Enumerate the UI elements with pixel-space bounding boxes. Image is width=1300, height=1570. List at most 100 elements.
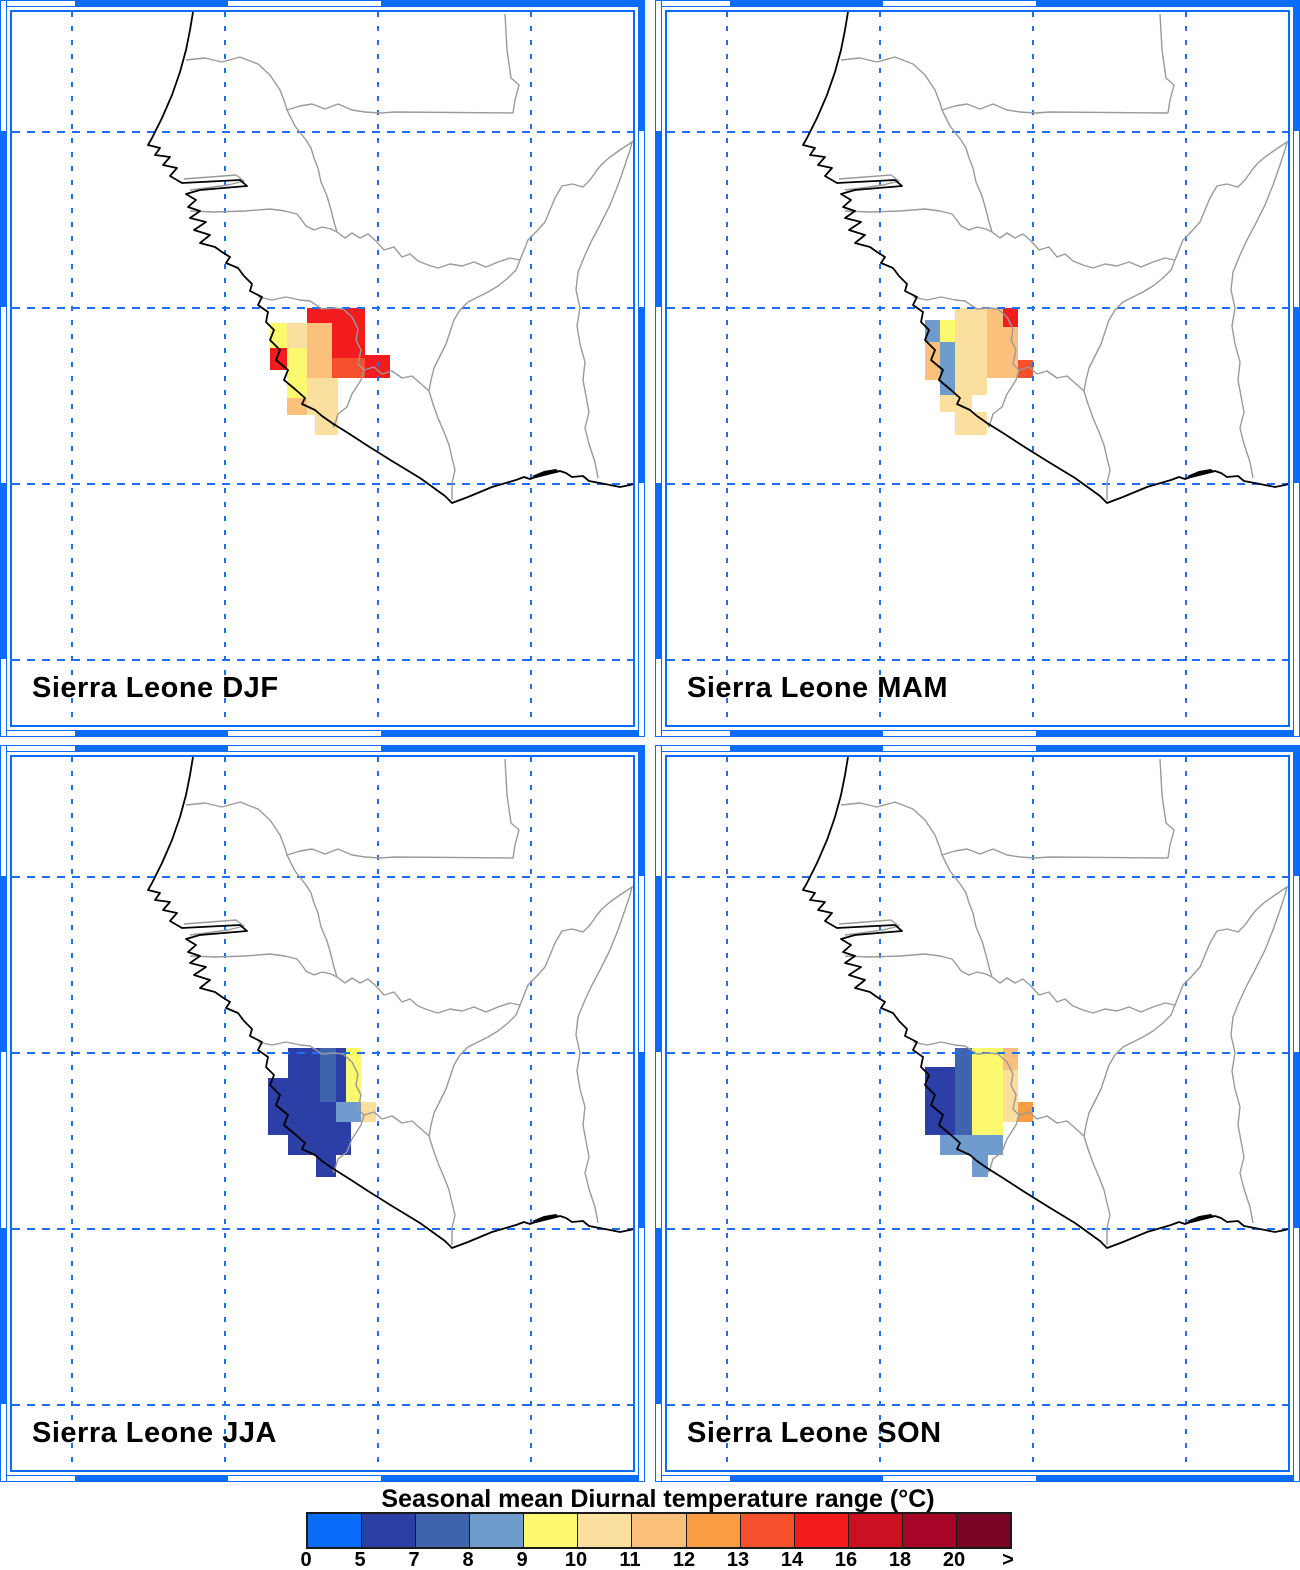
map-border-bottom — [0, 1475, 645, 1482]
country-border — [257, 1041, 365, 1173]
colorbar-tick-16: 16 — [834, 1549, 858, 1570]
map-border-left — [0, 0, 7, 737]
country-border — [838, 919, 900, 936]
country-border — [363, 1111, 456, 1245]
country-border — [941, 109, 993, 233]
map-border-right — [1293, 0, 1300, 737]
country-border — [1230, 886, 1288, 1224]
country-border — [1230, 141, 1288, 479]
colorbar-segment-12-13 — [686, 1514, 741, 1547]
country-border — [428, 140, 633, 392]
map-border-right — [638, 745, 645, 1482]
data-cell-jja-9-10 — [346, 1048, 361, 1102]
country-border — [844, 208, 1176, 269]
colorbar-tick-20: 20 — [942, 1549, 966, 1570]
country-border — [189, 208, 521, 269]
coastal-lagoon — [1187, 469, 1215, 478]
map-svg-djf — [12, 12, 633, 725]
colorbar-segment-10-11 — [578, 1514, 633, 1547]
colorbar-tick-7: 7 — [408, 1549, 420, 1570]
data-cell-son-10-11 — [1003, 1070, 1018, 1122]
country-border — [183, 919, 245, 936]
map-border-left — [655, 0, 662, 737]
data-cell-son-9-10 — [972, 1048, 1003, 1138]
data-cell-mam-9-10 — [940, 320, 955, 342]
panel-mam: Sierra Leone MAM — [655, 0, 1300, 737]
data-cell-jja-5-7 — [336, 1122, 351, 1155]
map-border-top — [655, 745, 1300, 752]
country-border — [912, 1041, 1020, 1173]
data-cell-mam-8-9 — [940, 342, 955, 395]
country-border — [1083, 140, 1288, 392]
data-cell-jja-10-11 — [361, 1102, 376, 1122]
country-border — [1083, 885, 1288, 1137]
colorbar-segment-5-7 — [362, 1514, 417, 1547]
data-cell-son-8-9 — [940, 1135, 1003, 1155]
map-border-top — [655, 0, 1300, 7]
colorbar-segment-14-16 — [794, 1514, 849, 1547]
coastal-lagoon — [1187, 1214, 1215, 1223]
colorbar-tick-8: 8 — [462, 1549, 474, 1570]
country-border — [363, 366, 456, 500]
colorbar-tick-18: 18 — [888, 1549, 912, 1570]
panel-title-mam: Sierra Leone MAM — [687, 672, 948, 704]
map-border-left — [0, 745, 7, 1482]
map-layer-son — [667, 757, 1288, 1470]
coastline — [802, 12, 1288, 504]
country-border — [185, 801, 514, 859]
country-border — [941, 854, 993, 978]
coastline — [147, 12, 633, 504]
colorbar-segment-0-5 — [308, 1514, 363, 1547]
map-svg-son — [667, 757, 1288, 1470]
data-cell-mam-10-11 — [955, 412, 987, 435]
colorbar-tick-0: 0 — [300, 1549, 312, 1570]
colorbar-tick->: > — [1002, 1549, 1014, 1570]
panel-jja: Sierra Leone JJA — [0, 745, 645, 1482]
map-border-top — [0, 745, 645, 752]
panel-title-djf: Sierra Leone DJF — [32, 672, 279, 704]
data-cell-djf-14-16 — [307, 308, 365, 323]
country-border — [286, 109, 338, 233]
data-cell-mam-14-16 — [1003, 308, 1018, 327]
colorbar-segment-16-18 — [848, 1514, 903, 1547]
colorbar-segment-9-10 — [524, 1514, 579, 1547]
map-border-right — [1293, 745, 1300, 1482]
country-border — [840, 801, 1169, 859]
country-border — [840, 56, 1169, 114]
data-cell-djf-10-11 — [315, 415, 338, 435]
country-border — [912, 296, 1020, 428]
country-border — [575, 886, 633, 1224]
colorbar-tick-10: 10 — [564, 1549, 588, 1570]
country-border — [504, 13, 520, 114]
map-border-bottom — [655, 730, 1300, 737]
panel-title-jja: Sierra Leone JJA — [32, 1417, 277, 1449]
colorbar-segment-11-12 — [632, 1514, 687, 1547]
data-cell-djf-10-11 — [287, 323, 307, 348]
data-cell-jja-5-7 — [336, 1048, 346, 1102]
panel-son: Sierra Leone SON — [655, 745, 1300, 1482]
country-border — [1018, 1111, 1111, 1245]
map-layer-djf — [12, 12, 633, 725]
data-cell-djf-13-14 — [332, 358, 365, 378]
map-border-right — [638, 0, 645, 737]
country-border — [1018, 366, 1111, 500]
colorbar-segment-13-14 — [740, 1514, 795, 1547]
colorbar-tick-12: 12 — [672, 1549, 696, 1570]
colorbar-tick-9: 9 — [516, 1549, 528, 1570]
coastline — [147, 757, 633, 1249]
country-border — [504, 758, 520, 859]
colorbar-segment-18-20 — [902, 1514, 957, 1547]
data-cell-jja-5-7 — [320, 1102, 336, 1155]
data-cell-djf-10-11 — [307, 398, 338, 415]
coastal-lagoon — [532, 469, 560, 478]
data-cell-mam-10-11 — [955, 308, 987, 395]
colorbar-tick-11: 11 — [619, 1549, 641, 1570]
country-border — [286, 854, 338, 978]
colorbar-segment->20 — [956, 1514, 1011, 1547]
data-cell-son-7-8 — [955, 1048, 972, 1155]
colorbar-tick-13: 13 — [726, 1549, 750, 1570]
data-cell-jja-7-8 — [320, 1048, 336, 1102]
map-border-top — [0, 0, 645, 7]
map-svg-jja — [12, 757, 633, 1470]
